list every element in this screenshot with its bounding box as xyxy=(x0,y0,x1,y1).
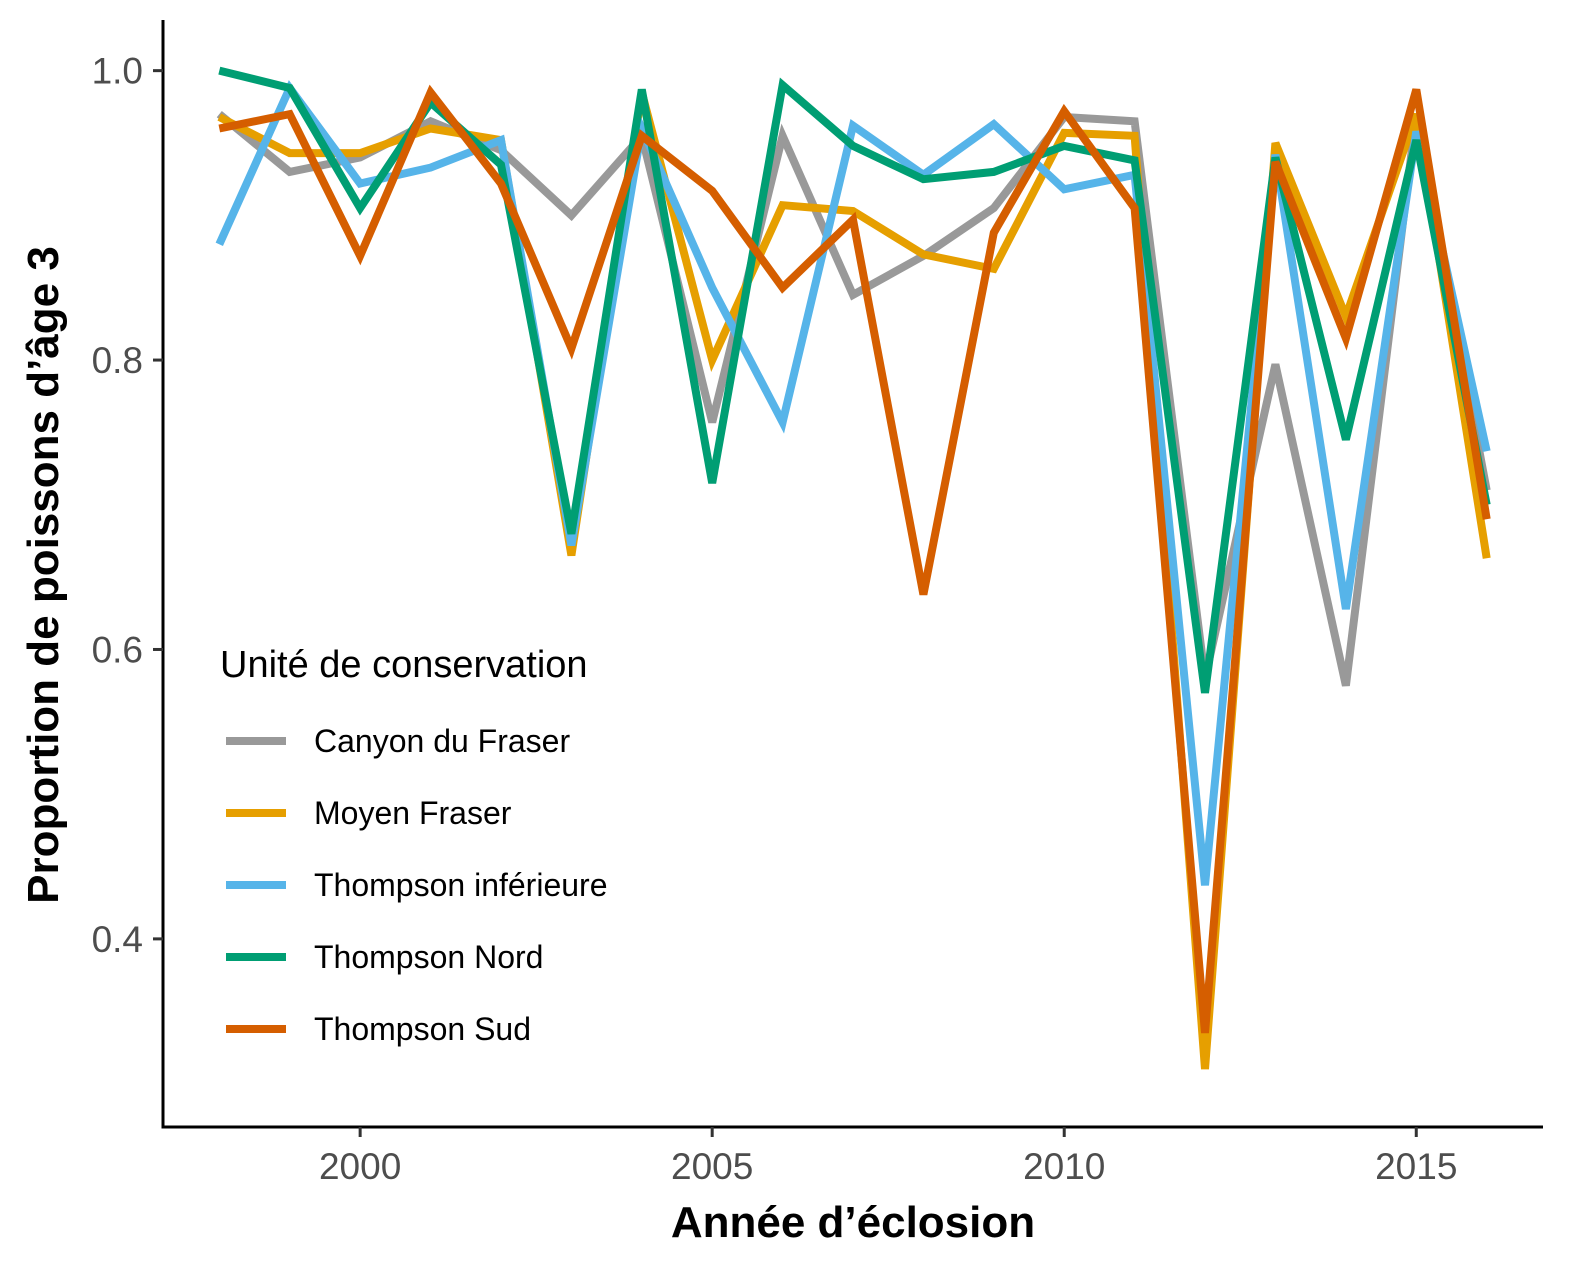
y-tick-label: 1.0 xyxy=(92,51,143,92)
x-tick-label: 2015 xyxy=(1375,1146,1457,1187)
legend-label-thompson-inferieure: Thompson inférieure xyxy=(314,867,607,903)
legend-title: Unité de conservation xyxy=(220,644,588,686)
series-line-thompson-sud xyxy=(218,84,1491,1034)
series-layer xyxy=(215,66,1491,1070)
series-line-thompson-inferieure xyxy=(215,80,1491,886)
legend-label-thompson-sud: Thompson Sud xyxy=(314,1011,531,1047)
y-tick-label: 0.8 xyxy=(92,340,143,381)
legend-label-moyen-fraser: Moyen Fraser xyxy=(314,795,512,831)
series-line-canyon-du-fraser xyxy=(216,111,1491,687)
x-axis-title: Année d’éclosion xyxy=(671,1198,1035,1247)
y-axis-title: Proportion de poissons d’âge 3 xyxy=(19,246,68,904)
y-tick-label: 0.4 xyxy=(92,919,143,960)
ticks: 2000 2005 2010 2015 0.4 0.6 0.8 1.0 xyxy=(92,51,1458,1187)
series-line-moyen-fraser xyxy=(217,91,1491,1070)
axes xyxy=(161,20,1543,1129)
y-tick-label: 0.6 xyxy=(92,629,143,670)
legend: Unité de conservation Canyon du Fraser Mo… xyxy=(220,644,607,1047)
series-line-thompson-nord xyxy=(218,66,1491,694)
legend-label-canyon-du-fraser: Canyon du Fraser xyxy=(314,723,570,759)
x-tick-label: 2000 xyxy=(319,1146,401,1187)
x-tick-label: 2010 xyxy=(1023,1146,1105,1187)
x-tick-label: 2005 xyxy=(671,1146,753,1187)
legend-label-thompson-nord: Thompson Nord xyxy=(314,939,543,975)
